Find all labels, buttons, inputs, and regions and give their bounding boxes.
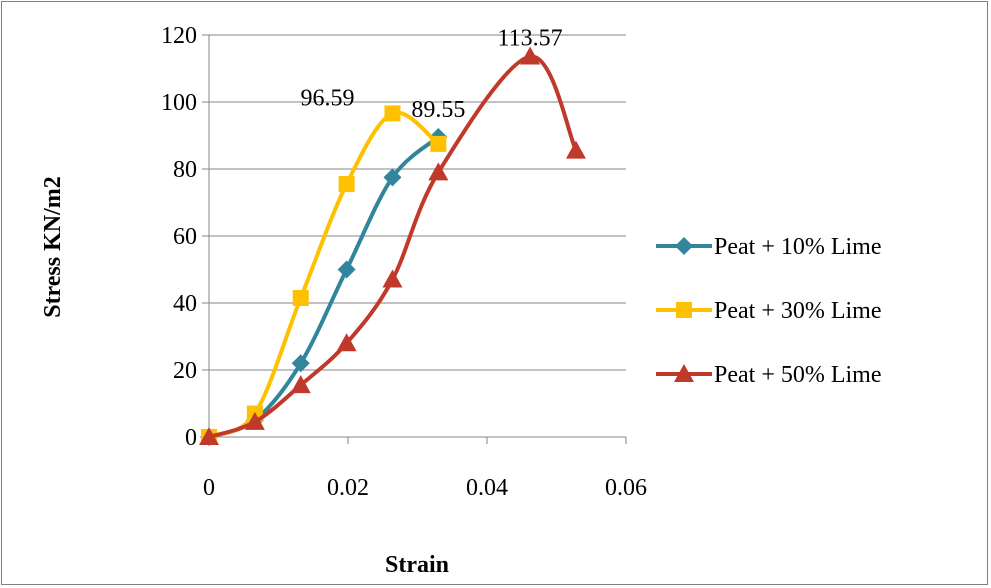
label-layer: 89.55 96.59 113.57 <box>300 26 562 123</box>
data-point-marker <box>291 354 310 373</box>
data-point-marker <box>292 289 309 306</box>
data-point-marker <box>338 176 355 193</box>
y-axis-title: Stress KN/m2 <box>40 176 66 318</box>
series-3 <box>199 46 586 445</box>
legend-marker <box>675 237 693 255</box>
data-point-marker <box>199 427 219 445</box>
axis-layer: 0 20 40 60 80 100 120 0 0.02 0.04 0.06 <box>161 23 647 501</box>
data-point-marker <box>382 269 403 288</box>
series-line <box>208 135 440 439</box>
data-point-marker <box>336 333 357 352</box>
y-tick-label: 120 <box>161 23 197 49</box>
data-label: 96.59 <box>300 85 354 111</box>
legend-label: Peat + 10% Lime <box>714 234 882 260</box>
x-tick-label: 0.04 <box>466 475 508 501</box>
x-tick-label: 0.02 <box>327 475 369 501</box>
y-tick-label: 60 <box>173 224 197 250</box>
y-tick-label: 20 <box>173 358 197 384</box>
y-tick-label: 40 <box>173 291 197 317</box>
data-point-marker <box>520 46 541 65</box>
legend-marker <box>674 364 694 382</box>
data-point-marker <box>428 162 449 181</box>
legend-label: Peat + 50% Lime <box>714 362 882 388</box>
x-tick-label: 0 <box>203 475 215 501</box>
x-axis-title: Strain <box>385 552 449 578</box>
y-tick-label: 80 <box>173 157 197 183</box>
data-point-marker <box>244 411 265 430</box>
data-point-marker <box>430 135 447 152</box>
y-tick-label: 0 <box>185 425 197 451</box>
data-label: 113.57 <box>498 26 563 52</box>
legend-item-1: Peat + 10% Lime <box>656 234 882 260</box>
legend-item-3: Peat + 50% Lime <box>656 362 882 388</box>
series-1 <box>200 128 448 446</box>
data-point-marker <box>383 168 402 187</box>
data-point-marker <box>384 105 401 122</box>
data-point-marker <box>337 260 356 279</box>
legend-item-2: Peat + 30% Lime <box>656 298 882 324</box>
legend-marker <box>676 302 692 318</box>
legend: Peat + 10% Lime Peat + 30% Lime Peat + 50%… <box>656 234 882 388</box>
series-layer <box>199 46 586 446</box>
x-tick-label: 0.06 <box>605 475 647 501</box>
data-point-marker <box>565 140 586 159</box>
grid-layer <box>209 34 626 371</box>
y-tick-label: 100 <box>161 90 197 116</box>
legend-label: Peat + 30% Lime <box>714 298 882 324</box>
data-label: 89.55 <box>411 97 465 123</box>
data-point-marker <box>290 375 311 394</box>
